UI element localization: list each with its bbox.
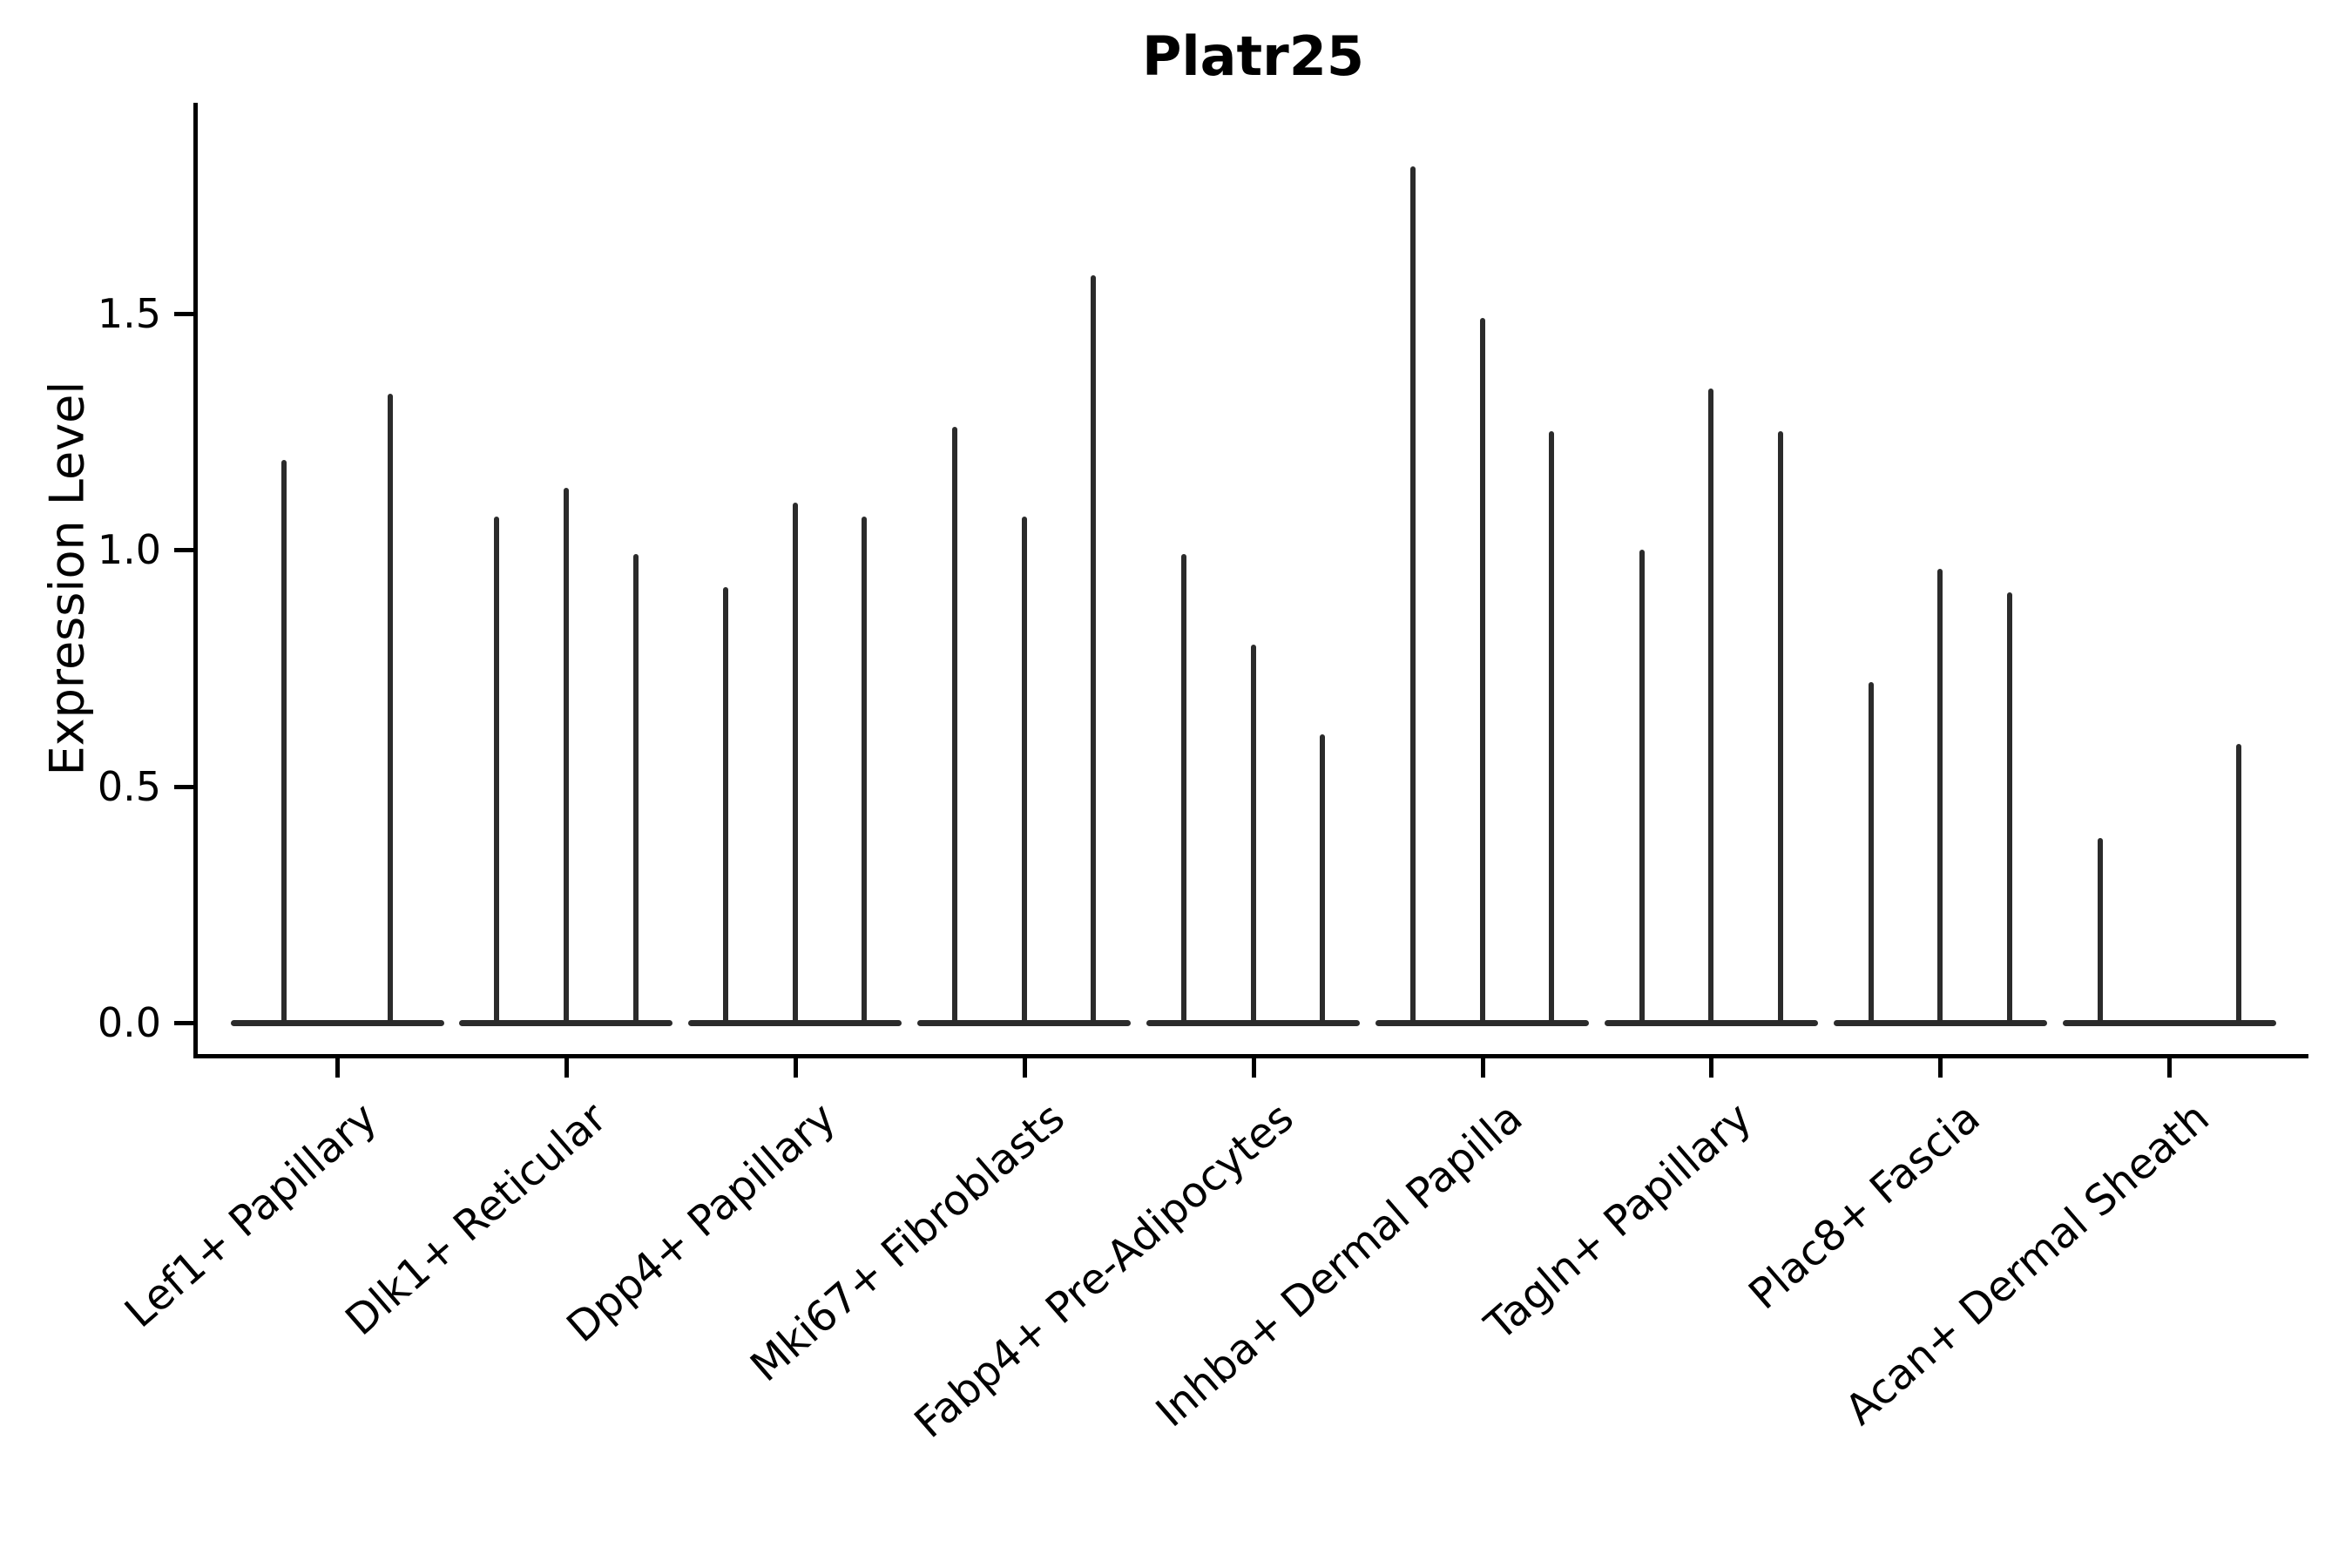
violin-spike xyxy=(2006,591,2012,1025)
violin-spike xyxy=(388,393,394,1025)
y-axis-spine xyxy=(193,103,198,1058)
x-tick xyxy=(1251,1058,1256,1078)
y-tick-label: 1.0 xyxy=(97,526,161,573)
violin-base xyxy=(230,1020,444,1026)
y-tick-label: 1.5 xyxy=(97,289,161,337)
x-tick xyxy=(564,1058,569,1078)
x-tick xyxy=(1709,1058,1714,1078)
x-axis-spine xyxy=(193,1054,2308,1058)
x-tick xyxy=(1938,1058,1943,1078)
y-tick-label: 0.5 xyxy=(97,762,161,810)
violin-spike xyxy=(792,502,798,1025)
violin-spike xyxy=(1250,644,1256,1025)
violin-spike xyxy=(563,488,569,1025)
x-tick xyxy=(1022,1058,1027,1078)
violin-spike xyxy=(1549,431,1555,1025)
y-tick xyxy=(174,311,193,316)
x-tick-label: Acan+ Dermal Sheath xyxy=(1836,1093,2219,1435)
violin-spike xyxy=(494,516,500,1025)
violin-spike xyxy=(2097,838,2103,1025)
x-tick xyxy=(793,1058,798,1078)
violin-base xyxy=(2062,1020,2276,1026)
y-tick xyxy=(174,784,193,789)
violin-spike xyxy=(723,587,729,1025)
violin-spike xyxy=(1479,317,1485,1025)
violin-spike xyxy=(1409,166,1416,1025)
y-tick xyxy=(174,548,193,552)
violin-spike xyxy=(280,459,287,1025)
y-tick xyxy=(174,1021,193,1025)
violin-spike xyxy=(632,554,639,1025)
x-tick xyxy=(335,1058,340,1078)
x-tick-label: Fabp4+ Pre-Adipocytes xyxy=(905,1093,1303,1448)
y-axis-label: Expression Level xyxy=(39,381,95,776)
x-tick xyxy=(2167,1058,2173,1078)
violin-spike xyxy=(1868,682,1874,1025)
violin-spike xyxy=(1639,550,1645,1025)
violin-spike xyxy=(1937,568,1943,1025)
chart-title: Platr25 xyxy=(1141,24,1365,88)
x-tick-label: Inhba+ Dermal Papilla xyxy=(1146,1093,1532,1437)
x-tick-label: Plac8+ Fascia xyxy=(1740,1093,1990,1320)
violin-spike xyxy=(952,426,958,1025)
violin-spike xyxy=(2235,743,2241,1025)
violin-spike xyxy=(1021,516,1027,1025)
violin-spike xyxy=(1708,389,1714,1025)
violin-spike xyxy=(1091,275,1097,1025)
x-tick xyxy=(1480,1058,1485,1078)
violin-spike xyxy=(1778,431,1784,1025)
violin-spike xyxy=(1180,554,1186,1025)
violin-spike xyxy=(1320,733,1326,1025)
violin-spike xyxy=(862,516,868,1025)
y-tick-label: 0.0 xyxy=(97,999,161,1046)
